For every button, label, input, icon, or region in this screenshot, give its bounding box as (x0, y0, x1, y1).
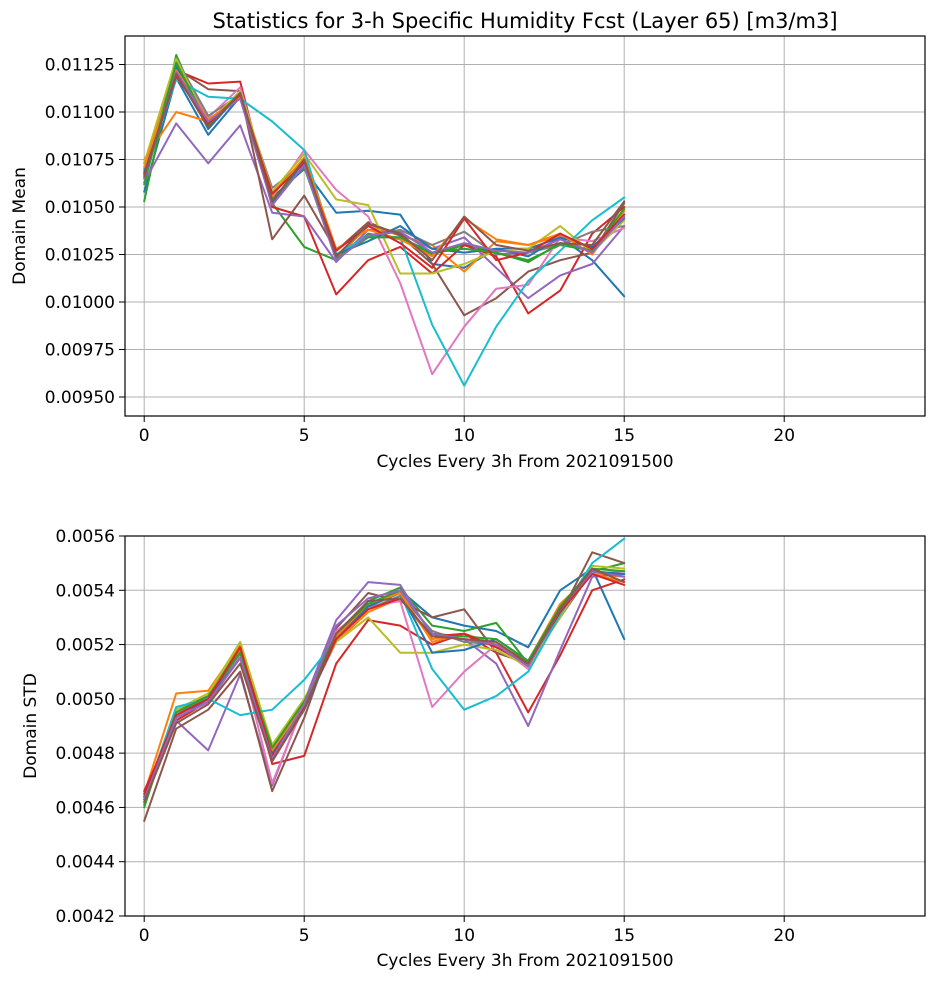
top-panel-series-line-16 (143, 73, 626, 262)
top-panel-x-tick-label: 15 (613, 426, 635, 446)
top-panel-y-tick-label: 0.01025 (45, 246, 115, 266)
top-panel-x-ticks: 0 5 10 15 20 (139, 416, 795, 446)
bottom-panel-x-tick-label: 5 (299, 926, 310, 946)
bottom-panel-y-tick-label: 0.0050 (56, 690, 115, 710)
bottom-panel-x-tick-label: 20 (773, 926, 795, 946)
bottom-panel-y-ticks: 0.0042 0.0044 0.0046 0.0048 0.0050 0.0052 0.00… (56, 527, 125, 927)
top-panel-series-lines (143, 54, 626, 387)
top-panel-series-line-4 (143, 69, 626, 315)
bottom-panel-x-tick-label: 0 (139, 926, 150, 946)
bottom-panel-x-tick-label: 15 (613, 926, 635, 946)
bottom-panel-y-tick-label: 0.0046 (56, 798, 115, 818)
top-panel-y-tick-label: 0.01050 (45, 198, 115, 218)
top-panel-x-tick-label: 5 (299, 426, 310, 446)
top-panel-frame (124, 35, 926, 417)
bottom-panel: 0 5 10 15 20 0.00420.00440.00460.00480.00500… (21, 527, 926, 971)
bottom-panel-x-axis-label: Cycles Every 3h From 2021091500 (376, 951, 673, 971)
top-panel-y-tick-label: 0.00950 (45, 388, 115, 408)
top-panel-series-line-7 (143, 63, 626, 376)
top-panel-y-tick-label: 0.00975 (45, 341, 115, 361)
bottom-panel-y-tick-label: 0.0054 (56, 581, 115, 601)
top-panel-y-tick-label: 0.01075 (45, 151, 115, 171)
top-panel-y-tick-label: 0.01125 (45, 56, 115, 76)
bottom-panel-y-axis-label: Domain STD (21, 673, 41, 779)
bottom-panel-y-tick-label: 0.0056 (56, 527, 115, 547)
figure-title: Statistics for 3-h Specific Humidity Fcs… (212, 9, 837, 33)
top-panel-x-tick-label: 20 (773, 426, 795, 446)
top-panel-y-ticks: 0.00950 0.00975 0.01000 0.01025 0.01050 0.010… (45, 56, 125, 408)
bottom-panel-y-tick-label: 0.0048 (56, 744, 115, 764)
bottom-panel-x-tick-label: 10 (453, 926, 475, 946)
bottom-panel-frame (124, 535, 926, 917)
top-panel: 0 5 10 15 20 0.009500.009750.010000.010250.0… (10, 35, 926, 472)
top-panel-x-axis-label: Cycles Every 3h From 2021091500 (376, 452, 673, 472)
bottom-panel-x-ticks: 0 5 10 15 20 (139, 916, 795, 946)
bottom-panel-y-tick-label: 0.0044 (56, 853, 115, 873)
top-panel-y-tick-label: 0.01000 (45, 293, 115, 313)
top-panel-x-tick-label: 10 (453, 426, 475, 446)
bottom-panel-y-tick-label: 0.0042 (56, 907, 115, 927)
bottom-panel-y-tick-label: 0.0052 (56, 636, 115, 656)
bottom-panel-series-line-5 (143, 573, 626, 798)
bottom-panel-series-line-16 (143, 567, 626, 803)
top-panel-y-axis-label: Domain Mean (10, 167, 30, 285)
bottom-panel-series-lines (143, 537, 626, 822)
top-panel-y-tick-label: 0.01100 (45, 103, 115, 123)
top-panel-x-tick-label: 0 (139, 426, 150, 446)
